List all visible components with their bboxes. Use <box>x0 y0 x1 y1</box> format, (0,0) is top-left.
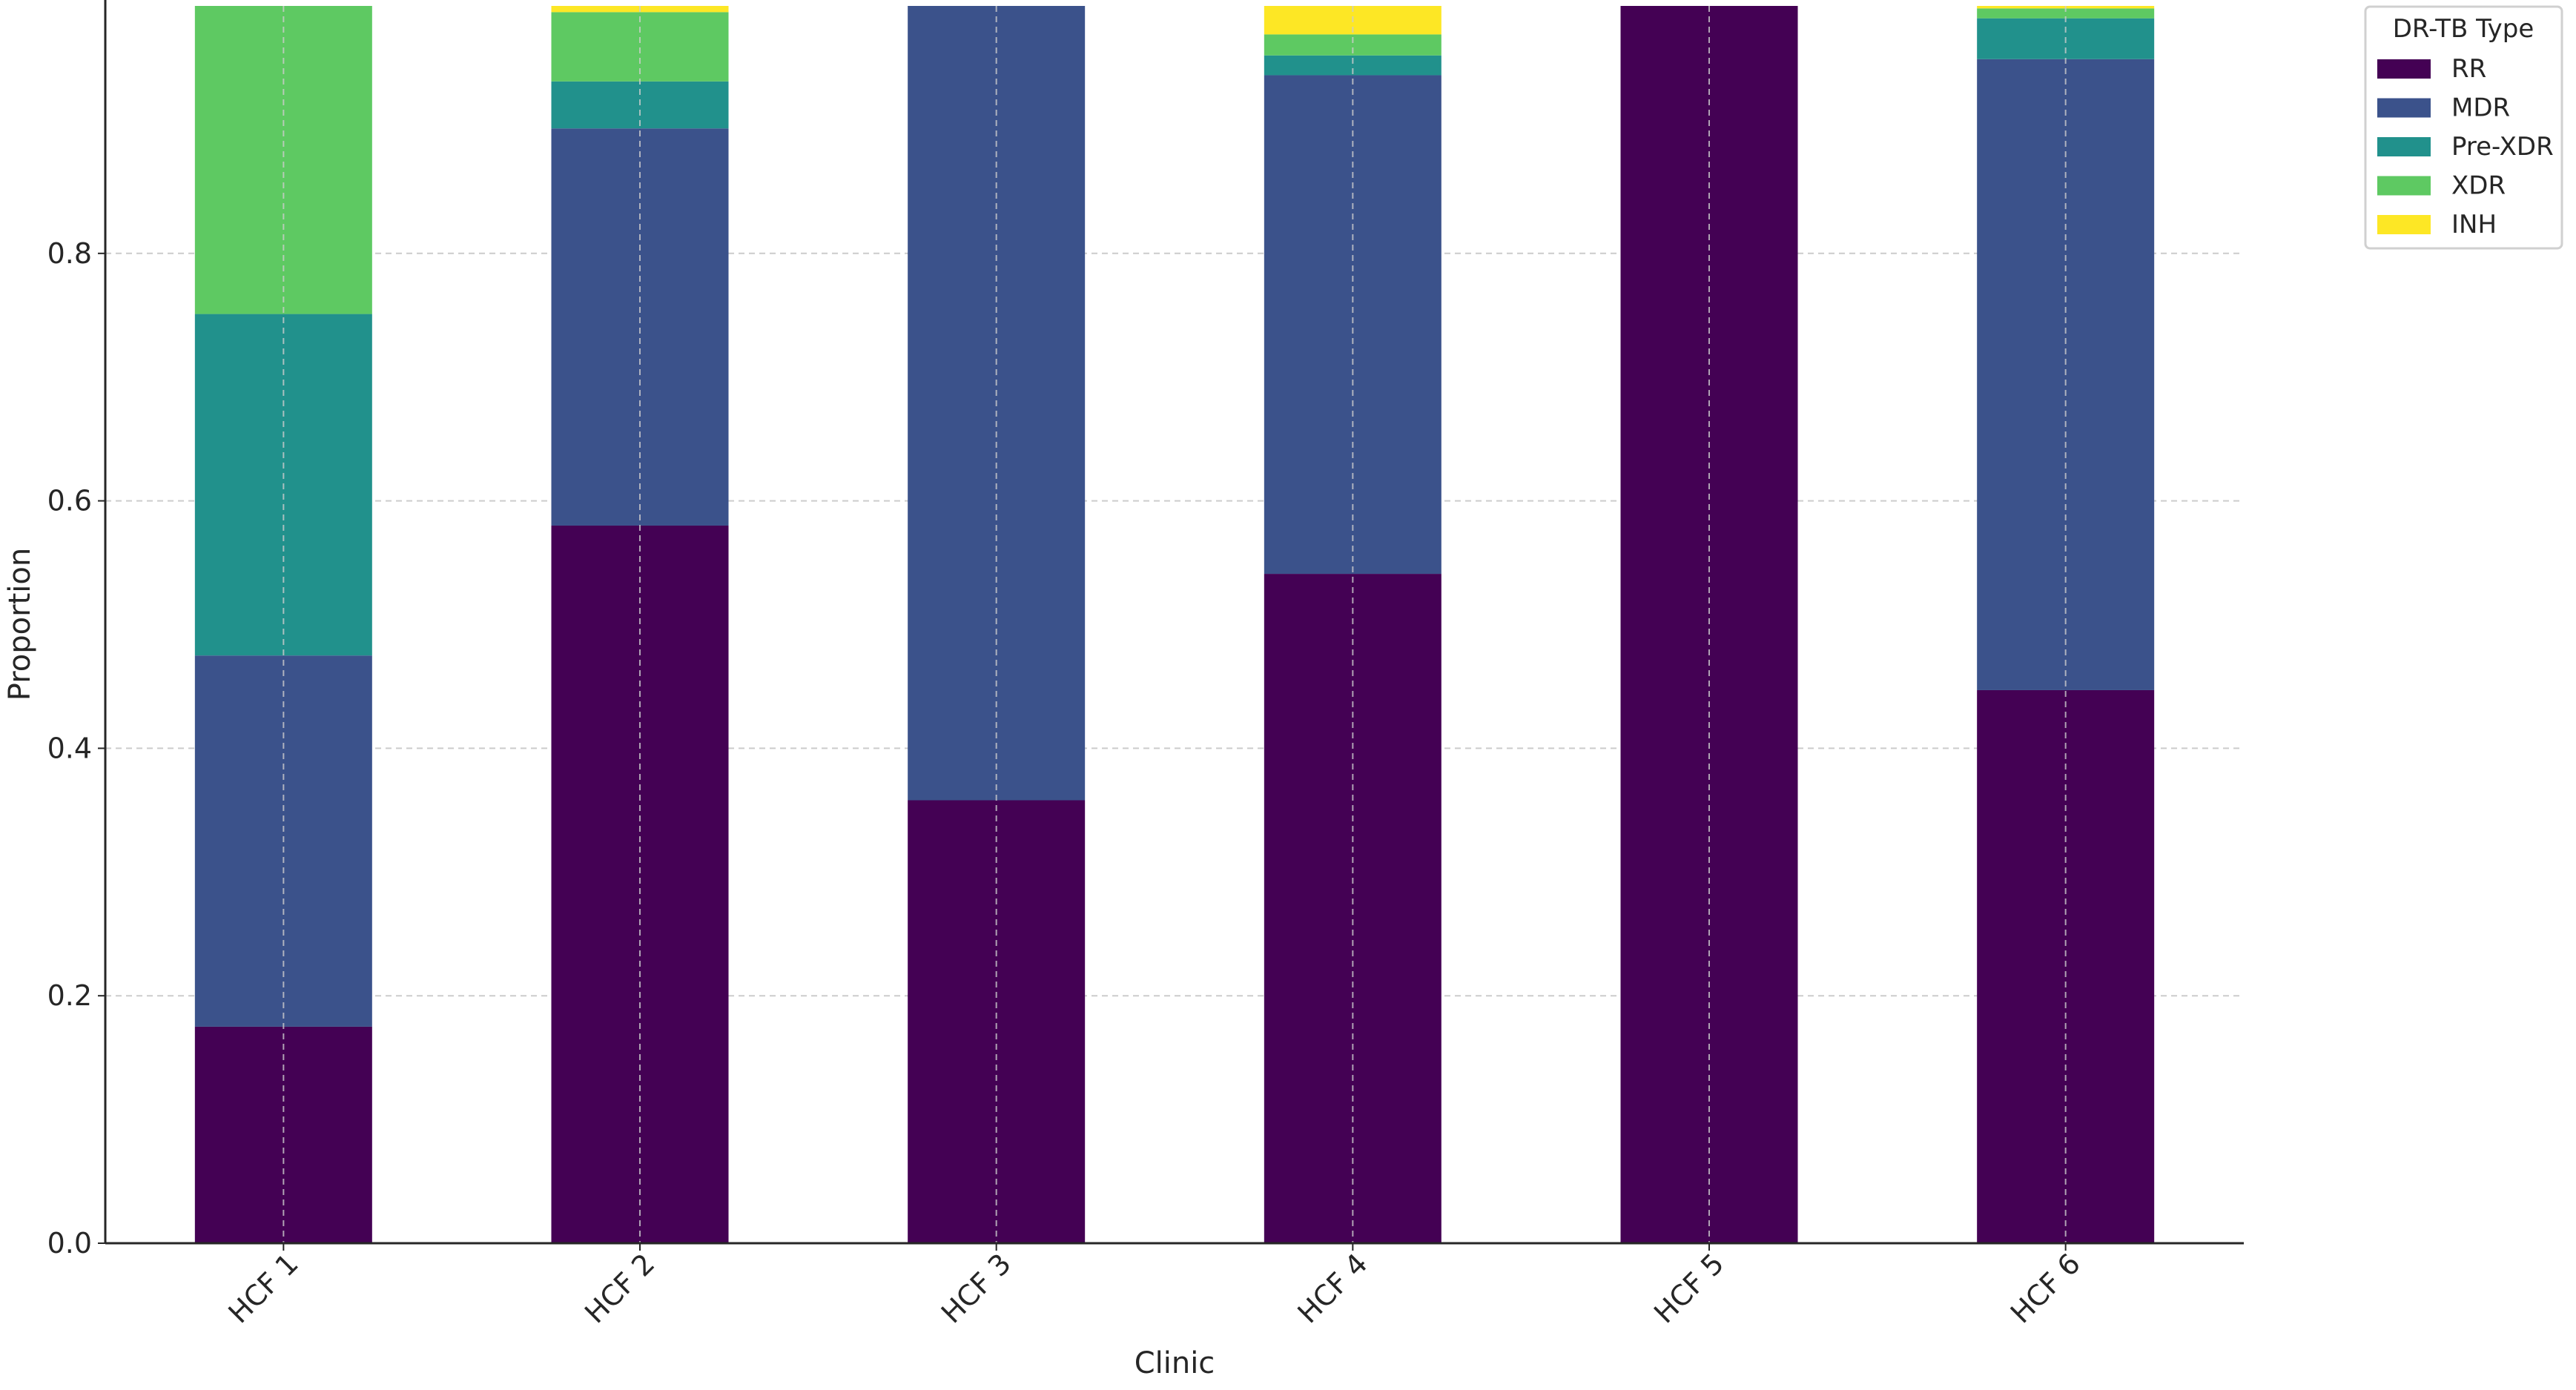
legend-label: INH <box>2451 210 2497 239</box>
legend-swatch-rr <box>2377 59 2431 79</box>
x-tick-label: HCF 3 <box>935 1247 1017 1329</box>
y-tick-label: 0.0 <box>47 1227 92 1260</box>
bar-segment-mdr <box>1264 75 1441 575</box>
legend-swatch-inh <box>2377 215 2431 234</box>
legend-label: MDR <box>2451 93 2510 123</box>
y-tick-label: 0.8 <box>47 237 92 270</box>
bar-segment-rr <box>908 800 1086 1243</box>
bar-segment-xdr <box>1977 8 2155 19</box>
legend-label: Pre-XDR <box>2451 132 2554 162</box>
x-tick-label: HCF 4 <box>1292 1247 1374 1329</box>
bar-segment-rr <box>194 1026 372 1243</box>
legend-title: DR-TB Type <box>2393 14 2534 44</box>
legend-swatch-xdr <box>2377 176 2431 196</box>
x-tick-label: HCF 2 <box>578 1247 661 1329</box>
gridlines <box>105 252 2244 997</box>
bar-segment-xdr <box>194 6 372 314</box>
bars <box>194 6 2155 1243</box>
x-tick-label: HCF 5 <box>1648 1247 1730 1329</box>
x-axis-label: Clinic <box>1135 1346 1215 1380</box>
x-tick-label: HCF 1 <box>222 1247 305 1329</box>
legend-label: XDR <box>2451 171 2506 201</box>
legend-swatch-mdr <box>2377 98 2431 118</box>
legend-swatch-pre-xdr <box>2377 137 2431 156</box>
y-tick-label: 0.4 <box>47 732 92 764</box>
y-tick-label: 0.6 <box>47 485 92 517</box>
x-tick-label: HCF 6 <box>2004 1247 2087 1329</box>
legend: DR-TB Type RR MDR Pre-XDR XDR INH <box>2364 5 2563 250</box>
y-axis-label: Proportion <box>3 548 37 701</box>
y-tick-label: 0.2 <box>47 979 92 1012</box>
bar-segment-rr <box>551 525 729 1243</box>
legend-label: RR <box>2451 54 2486 84</box>
vertical-gridlines <box>283 6 2067 1243</box>
axes: 0.0 0.2 0.4 0.6 0.8 HCF 1 HCF 2 HCF 3 HCF 4 HCF 5… <box>47 0 2244 1329</box>
